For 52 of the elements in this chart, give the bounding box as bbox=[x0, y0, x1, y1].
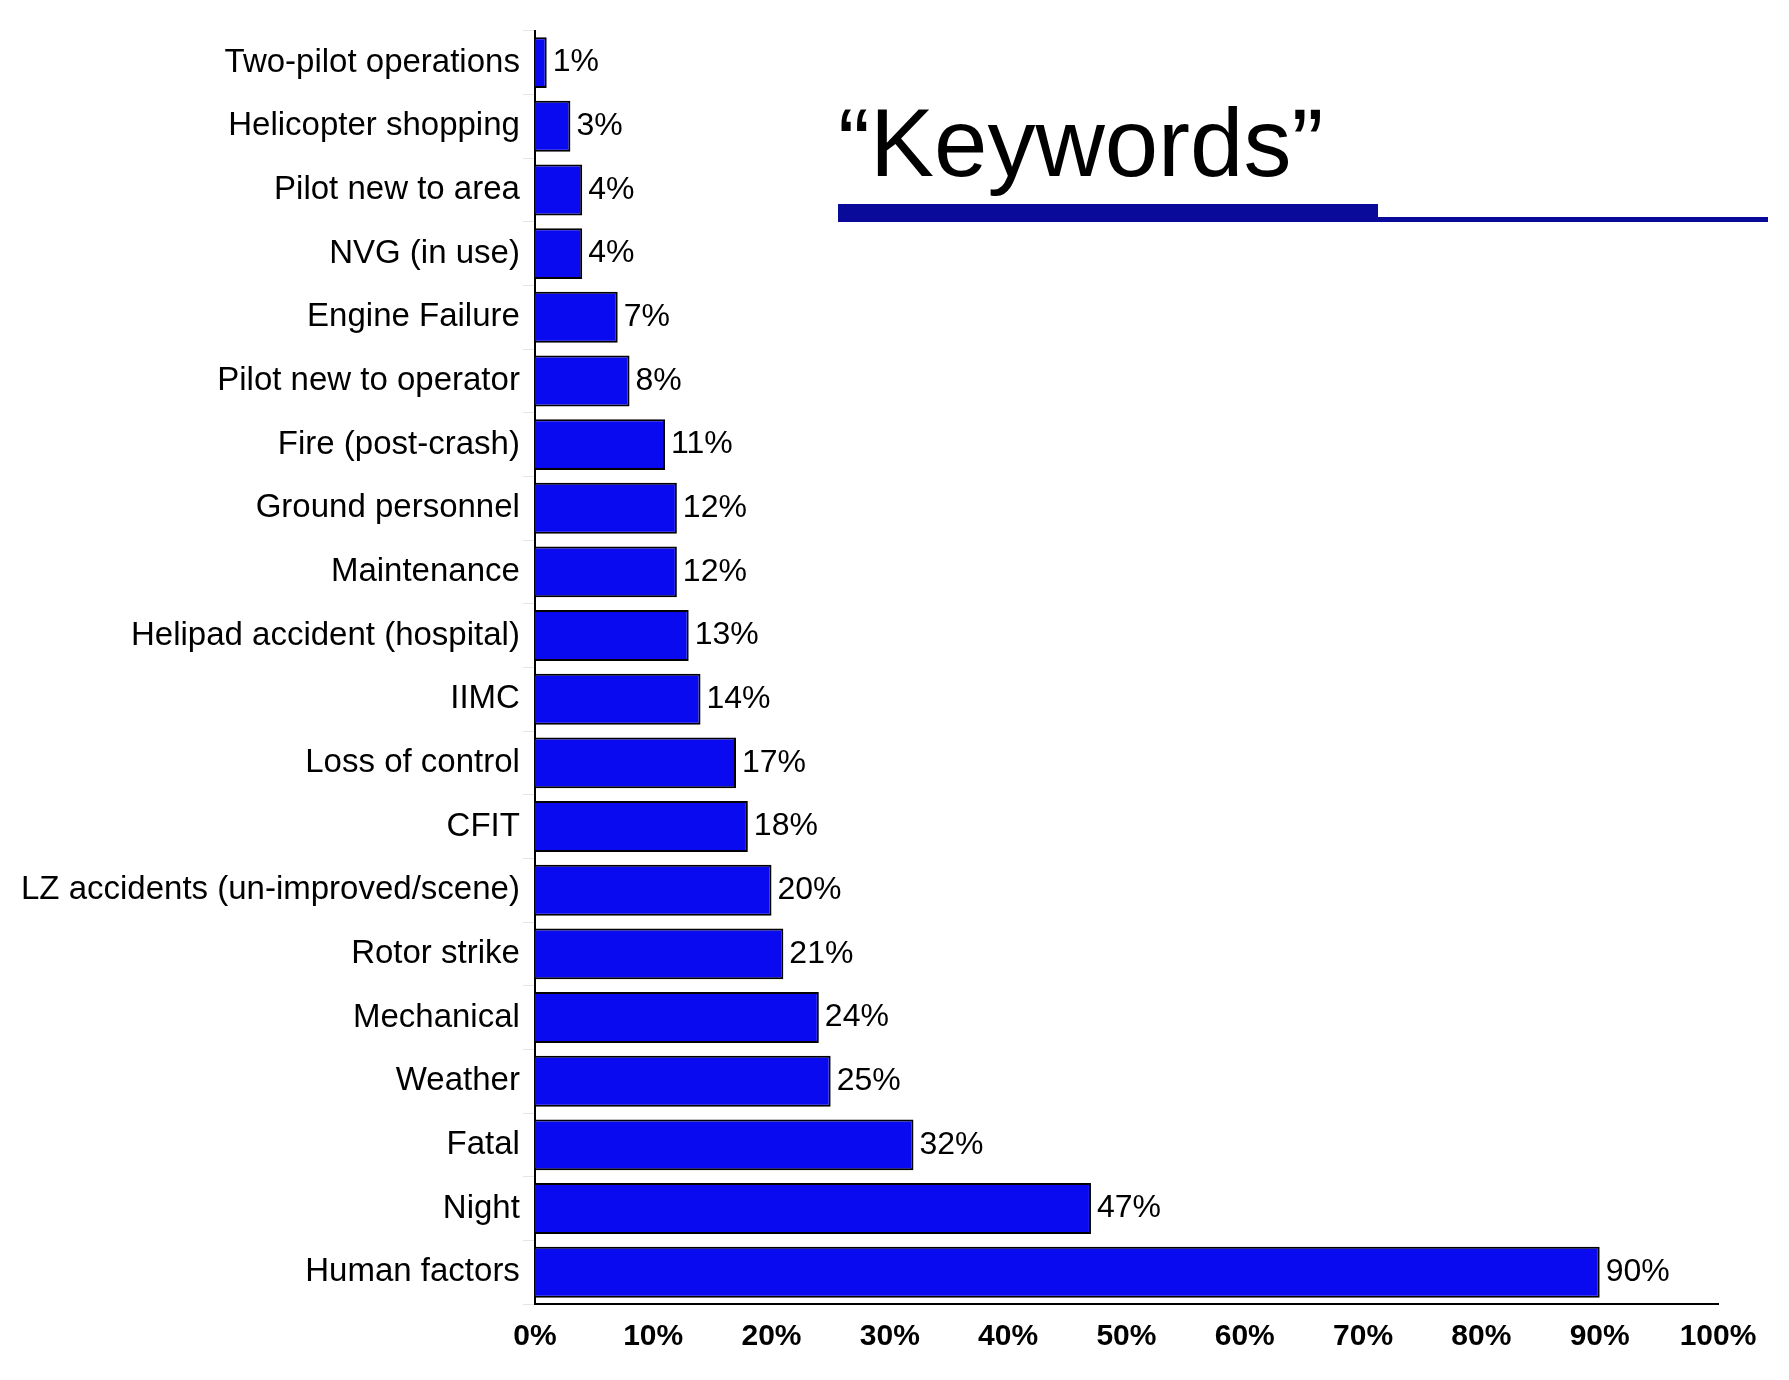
y-tick-label: NVG (in use) bbox=[329, 232, 520, 270]
y-tick-label: Loss of control bbox=[305, 741, 520, 779]
y-tick-label: Ground personnel bbox=[255, 487, 520, 525]
x-tick-label: 80% bbox=[1451, 1318, 1512, 1352]
data-label: 47% bbox=[1096, 1188, 1161, 1225]
x-tick-label: 20% bbox=[741, 1318, 802, 1352]
y-tick-label: Engine Failure bbox=[307, 296, 520, 334]
y-tick-label: Pilot new to operator bbox=[217, 360, 520, 398]
data-label: 12% bbox=[682, 551, 747, 588]
data-label: 21% bbox=[789, 933, 854, 970]
y-tick-label: Fatal bbox=[446, 1123, 520, 1161]
data-label: 20% bbox=[777, 870, 842, 907]
x-tick-label: 100% bbox=[1679, 1318, 1757, 1352]
x-tick-label: 70% bbox=[1333, 1318, 1394, 1352]
data-label: 7% bbox=[623, 297, 670, 334]
data-label: 18% bbox=[753, 806, 818, 843]
data-label: 8% bbox=[635, 360, 682, 397]
y-tick-label: Fire (post-crash) bbox=[277, 423, 520, 461]
text: “Keywords” bbox=[838, 88, 1378, 222]
y-tick-label: IIMC bbox=[450, 678, 520, 716]
data-label: 4% bbox=[588, 169, 635, 206]
x-tick-label: 50% bbox=[1096, 1318, 1157, 1352]
data-label: 14% bbox=[706, 679, 771, 716]
y-tick-label: LZ accidents (un-improved/scene) bbox=[20, 869, 520, 907]
x-tick-label: 30% bbox=[859, 1318, 920, 1352]
y-tick-label: Two-pilot operations bbox=[224, 41, 520, 79]
x-tick-label: 60% bbox=[1214, 1318, 1275, 1352]
data-label: 3% bbox=[576, 106, 623, 143]
y-tick-label: Mechanical bbox=[352, 996, 520, 1034]
y-tick-label: Rotor strike bbox=[351, 932, 520, 970]
y-tick-label: Human factors bbox=[305, 1251, 520, 1289]
data-label: 25% bbox=[836, 1061, 901, 1098]
y-tick-label: Night bbox=[442, 1187, 520, 1225]
y-tick-label: Maintenance bbox=[330, 551, 520, 588]
x-tick-label: 0% bbox=[513, 1318, 557, 1352]
data-label: 17% bbox=[742, 742, 807, 779]
data-label: 4% bbox=[588, 233, 635, 270]
data-label: 90% bbox=[1605, 1252, 1670, 1288]
data-label: 11% bbox=[671, 424, 733, 461]
y-tick-label: Helicopter shopping bbox=[228, 105, 520, 143]
x-tick-label: 40% bbox=[978, 1318, 1039, 1352]
y-tick-label: Weather bbox=[395, 1060, 520, 1098]
x-tick-label: 10% bbox=[623, 1318, 684, 1352]
y-tick-label: Pilot new to area bbox=[274, 169, 521, 207]
data-label: 12% bbox=[682, 488, 747, 525]
data-label: 1% bbox=[552, 42, 599, 79]
data-label: 13% bbox=[694, 615, 759, 652]
x-tick-label: 90% bbox=[1569, 1318, 1630, 1352]
data-label: 32% bbox=[919, 1124, 984, 1161]
y-tick-label: Helipad accident (hospital) bbox=[130, 614, 520, 652]
y-tick-label: CFIT bbox=[446, 805, 520, 843]
data-label: 24% bbox=[824, 997, 889, 1034]
